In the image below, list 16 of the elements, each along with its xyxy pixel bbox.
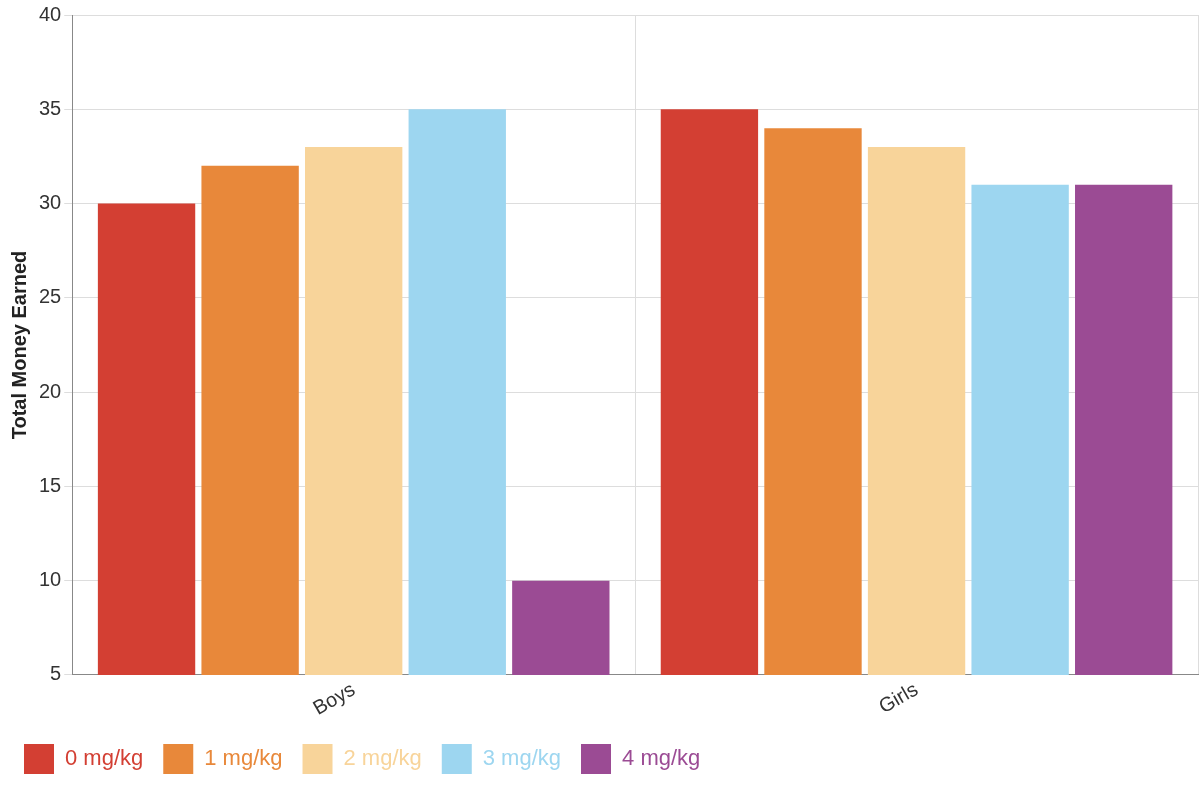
- y-axis-title: Total Money Earned: [7, 250, 30, 440]
- y-tick-label: 15: [39, 473, 62, 496]
- y-tick-label: 5: [50, 662, 62, 685]
- y-tick-label: 30: [39, 191, 62, 214]
- y-tick-label: 25: [39, 285, 62, 308]
- legend-label: 1 mg/kg: [204, 745, 283, 771]
- y-tick-label: 10: [39, 568, 62, 591]
- legend-label: 4 mg/kg: [622, 745, 701, 771]
- legend-label: 3 mg/kg: [482, 745, 562, 771]
- x-tick-label: Girls: [874, 677, 922, 718]
- y-tick-label: 35: [39, 96, 62, 119]
- legend-label: 0 mg/kg: [65, 745, 144, 771]
- legend-label: 2 mg/kg: [343, 745, 422, 771]
- x-tick-label: Boys: [308, 677, 359, 719]
- y-tick-label: 40: [39, 2, 62, 25]
- y-tick-label: 20: [39, 379, 62, 402]
